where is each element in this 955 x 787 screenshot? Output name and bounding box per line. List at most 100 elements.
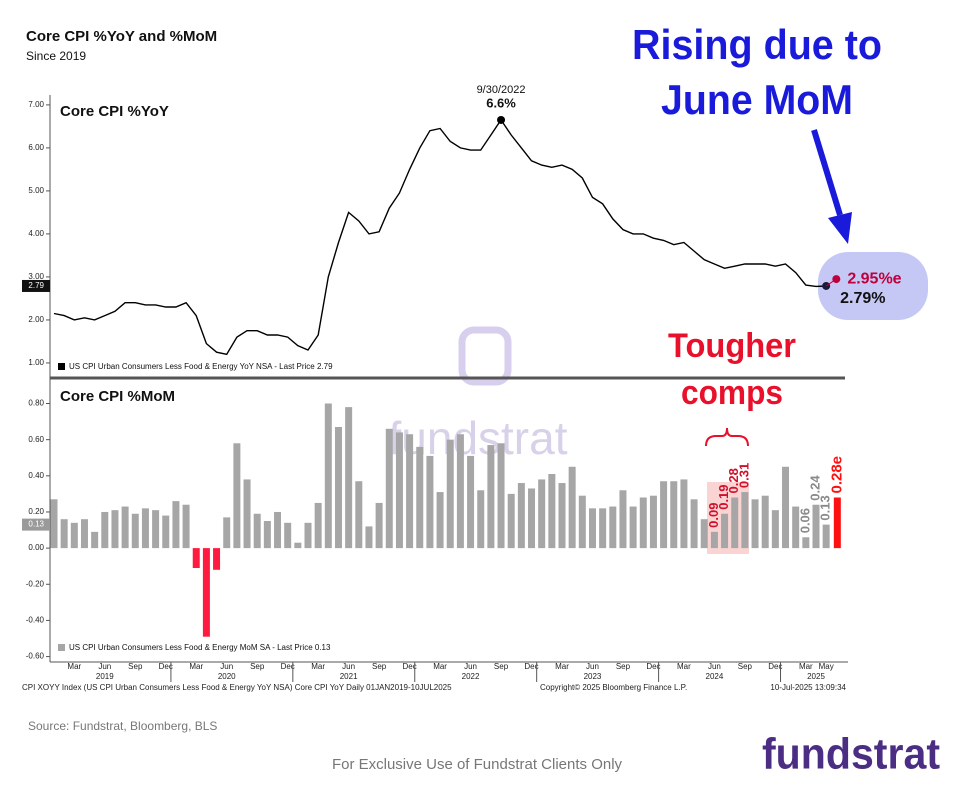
bar [192, 548, 200, 568]
bar [558, 483, 566, 549]
x-year-label: 2024 [706, 672, 724, 681]
bar [111, 510, 119, 549]
x-year-label: 2023 [584, 672, 602, 681]
bar [456, 434, 464, 549]
bar [538, 479, 546, 549]
bar [91, 531, 99, 549]
bar [619, 490, 627, 549]
x-tick-label: Sep [372, 662, 387, 671]
bloomberg-footer: Copyright© 2025 Bloomberg Finance L.P. [540, 683, 687, 692]
estimate-label: 2.95%e [847, 270, 901, 287]
legend-swatch [58, 363, 65, 370]
x-year-label: 2019 [96, 672, 114, 681]
disclaimer: For Exclusive Use of Fundstrat Clients O… [332, 756, 623, 773]
x-tick-label: Mar [311, 662, 325, 671]
bar-value-label: 0.28 [726, 468, 741, 493]
x-year-label: 2022 [462, 672, 480, 681]
bar [710, 531, 718, 549]
x-tick-label: Sep [250, 662, 265, 671]
bar [802, 537, 810, 549]
bar [741, 492, 749, 549]
bar [253, 513, 261, 549]
annotation-text: Tougher [668, 327, 796, 365]
bar [670, 481, 678, 549]
x-tick-label: Jun [586, 662, 599, 671]
bar [131, 513, 139, 549]
bar [721, 513, 729, 549]
y-tick-label: 2.00 [28, 315, 44, 324]
x-tick-label: Dec [402, 662, 416, 671]
bar [782, 466, 790, 549]
y-tick-label: 4.00 [28, 229, 44, 238]
last-price-box [22, 518, 50, 531]
page-title: Core CPI %YoY and %MoM [26, 28, 217, 45]
x-tick-label: Sep [128, 662, 143, 671]
bar [426, 455, 434, 549]
annotation-bracket [705, 427, 749, 447]
bar [528, 488, 536, 549]
legend-label: US CPI Urban Consumers Less Food & Energ… [69, 643, 331, 652]
bar [172, 501, 180, 549]
estimate-dot [832, 275, 841, 284]
callout-highlight [818, 252, 928, 320]
x-tick-label: May [819, 662, 834, 671]
bar [568, 466, 576, 549]
bloomberg-footer: 10-Jul-2025 13:09:34 [770, 683, 846, 692]
bar [284, 522, 292, 549]
bar [263, 521, 271, 549]
bar [487, 445, 495, 549]
bar [70, 522, 78, 549]
bar-value-label: 0.31 [736, 463, 751, 488]
bar [731, 497, 739, 549]
x-tick-label: Sep [738, 662, 753, 671]
panel-title: Core CPI %YoY [60, 103, 169, 120]
y-tick-label: 6.00 [28, 143, 44, 152]
y-tick-label: 0.40 [28, 471, 44, 480]
bar-value-label: 0.19 [716, 484, 731, 509]
x-tick-label: Dec [768, 662, 782, 671]
x-year-label: 2025 [807, 672, 825, 681]
bar [314, 502, 322, 549]
bar [60, 519, 68, 549]
legend-swatch [58, 644, 65, 651]
x-tick-label: Jun [708, 662, 721, 671]
legend-label: US CPI Urban Consumers Less Food & Energ… [69, 362, 333, 371]
bar [690, 499, 698, 549]
bar [101, 511, 109, 549]
bar [751, 499, 759, 549]
bar [385, 428, 393, 549]
x-tick-label: Dec [159, 662, 173, 671]
annotation-text: comps [681, 374, 783, 412]
peak-dot [497, 115, 506, 124]
bar [548, 474, 556, 549]
y-tick-label: 0.00 [28, 543, 44, 552]
x-year-label: 2020 [218, 672, 236, 681]
x-tick-label: Sep [494, 662, 509, 671]
y-tick-label: 0.20 [28, 507, 44, 516]
bar [80, 519, 88, 549]
bar [416, 446, 424, 549]
x-tick-label: Dec [281, 662, 295, 671]
peak-date: 9/30/2022 [477, 84, 526, 96]
bar [792, 506, 800, 549]
bar [629, 506, 637, 549]
bar [680, 479, 688, 549]
last-label: 2.79% [840, 290, 885, 307]
bar [152, 510, 160, 549]
y-tick-label: 0.80 [28, 399, 44, 408]
peak-label: 6.6% [486, 95, 516, 110]
estimate-label: 0.28e [828, 456, 845, 494]
watermark-icon [458, 326, 512, 386]
y-tick-label: -0.20 [26, 579, 45, 588]
bloomberg-footer: CPI XOYY Index (US CPI Urban Consumers L… [22, 683, 452, 692]
watermark: fundstrat [389, 412, 568, 464]
bar [761, 495, 769, 549]
x-tick-label: Mar [555, 662, 569, 671]
y-tick-label: -0.60 [26, 652, 45, 661]
x-tick-label: Mar [799, 662, 813, 671]
callout-arrowhead [828, 212, 852, 244]
bar [375, 502, 383, 549]
bar [274, 511, 282, 549]
bar [649, 495, 657, 549]
